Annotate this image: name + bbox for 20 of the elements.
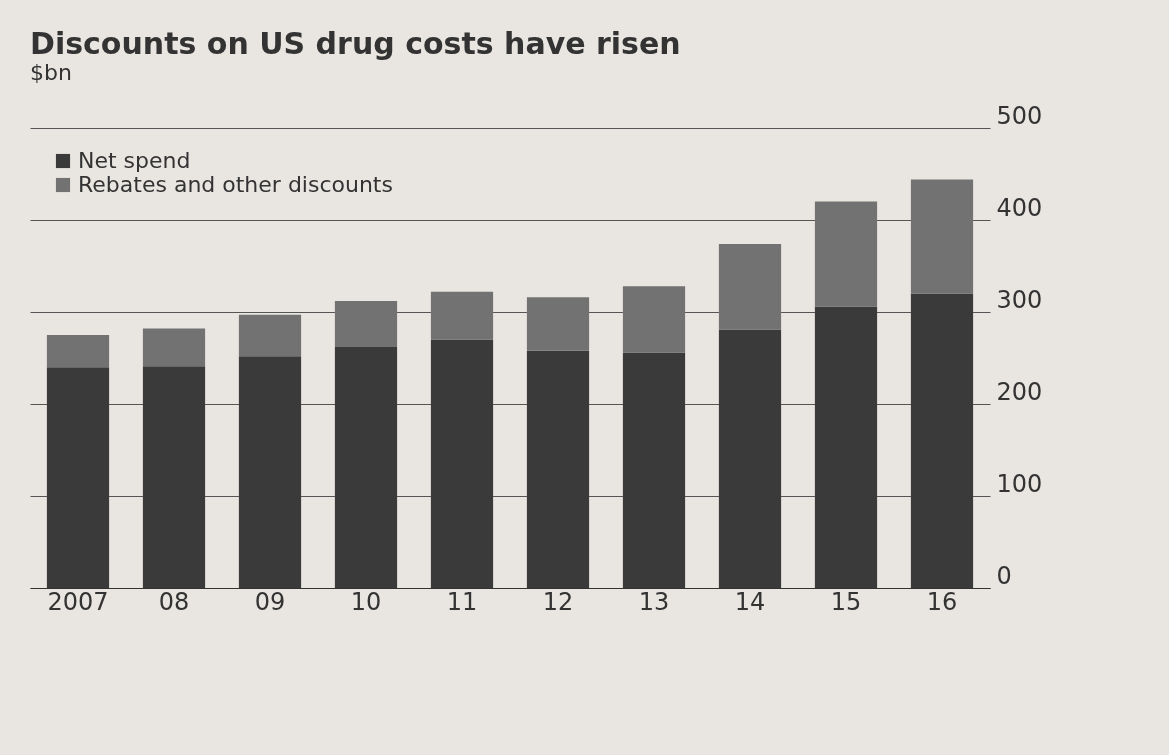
y-tick-label: 400 [996, 193, 1043, 222]
x-tick-label: 2007 [47, 587, 109, 616]
y-tick-label: 0 [996, 561, 1012, 590]
x-tick-label: 10 [350, 587, 382, 616]
x-tick-label: 09 [254, 587, 286, 616]
x-tick-label: 14 [734, 587, 766, 616]
y-tick-label: 500 [996, 101, 1043, 130]
x-tick-label: 12 [542, 587, 574, 616]
x-tick-label: 16 [926, 587, 958, 616]
y-tick-label: 200 [996, 377, 1043, 406]
chart-subtitle: $bn [30, 60, 72, 85]
x-tick-label: 11 [446, 587, 478, 616]
chart-title: Discounts on US drug costs have risen [30, 26, 681, 61]
y-tick-label: 100 [996, 469, 1043, 498]
x-tick-label: 08 [158, 587, 190, 616]
y-tick-label: 300 [996, 285, 1043, 314]
legend-label: Net spend [78, 148, 191, 173]
x-tick-label: 13 [638, 587, 670, 616]
x-tick-label: 15 [830, 587, 862, 616]
legend-label: Rebates and other discounts [78, 172, 393, 197]
